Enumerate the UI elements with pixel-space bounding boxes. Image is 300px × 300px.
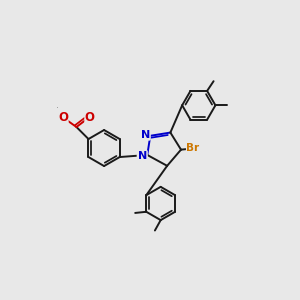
Text: N: N bbox=[138, 151, 147, 161]
Text: N: N bbox=[138, 151, 147, 161]
Text: Br: Br bbox=[187, 143, 200, 154]
Text: N: N bbox=[141, 130, 150, 140]
Text: O: O bbox=[58, 111, 68, 124]
Text: N: N bbox=[141, 130, 150, 140]
Text: O: O bbox=[56, 107, 58, 108]
Text: O: O bbox=[85, 111, 95, 124]
Text: N: N bbox=[141, 130, 150, 140]
Text: N: N bbox=[138, 151, 147, 161]
